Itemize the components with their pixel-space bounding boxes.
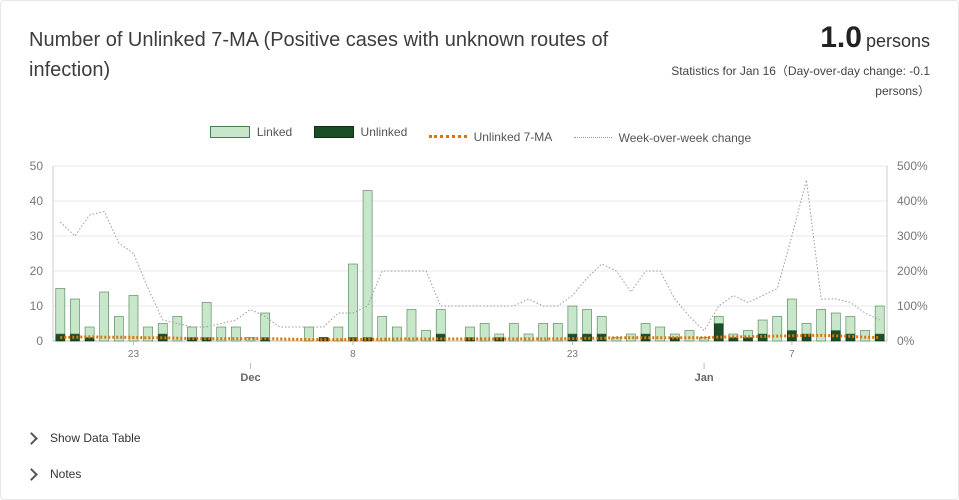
y-left-tick-label: 0 [36, 334, 43, 348]
bar-linked [743, 330, 753, 338]
y-right-tick-label: 100% [897, 299, 928, 313]
show-data-table-label: Show Data Table [50, 431, 141, 445]
legend-swatch-ma [428, 135, 467, 138]
bar-linked [509, 323, 519, 342]
bar-linked [670, 333, 680, 338]
legend-label-unlinked: Unlinked [360, 125, 408, 139]
bar-linked [772, 316, 783, 342]
y-right-tick-label: 300% [897, 229, 928, 243]
bar-linked [567, 305, 578, 335]
summary-value: 1.0 [820, 21, 862, 54]
legend-item-ma[interactable]: Unlinked 7-MA [428, 129, 553, 144]
y-left-tick-label: 40 [30, 194, 44, 208]
x-tick-label: 23 [567, 349, 579, 360]
legend-label-linked: Linked [256, 125, 293, 139]
bar-linked [128, 295, 139, 342]
month-label: Jan [695, 372, 714, 384]
bar-linked [157, 323, 168, 335]
ma-line [60, 333, 880, 342]
summary-panel: 1.0 persons Statistics for Jan 16（Day-ove… [630, 21, 930, 101]
legend-item-wow[interactable]: Week-over-week change [573, 130, 752, 145]
notes-toggle[interactable]: Notes [25, 467, 81, 481]
bar-linked [231, 326, 241, 342]
bar-linked [596, 316, 607, 335]
bar-linked [362, 190, 373, 338]
bar-linked [406, 309, 417, 342]
bar-linked [757, 319, 768, 335]
bar-linked [70, 298, 80, 335]
bar-linked [699, 337, 709, 342]
bar-linked [99, 291, 110, 342]
bar-linked [816, 309, 826, 342]
x-tick-label: 7 [789, 349, 795, 360]
bar-linked [216, 326, 227, 342]
bar-linked [582, 309, 592, 335]
bar-linked [465, 326, 475, 338]
bar-linked [713, 316, 724, 324]
legend-item-unlinked[interactable]: Unlinked [313, 125, 408, 139]
bar-linked [640, 323, 651, 335]
wow-line [59, 179, 880, 332]
bar-linked [626, 333, 636, 342]
y-left-tick-label: 50 [30, 159, 44, 173]
bar-linked [684, 330, 695, 342]
bar-linked [348, 263, 358, 338]
y-right-tick-label: 200% [897, 264, 928, 278]
notes-label: Notes [50, 467, 82, 481]
bar-linked [435, 309, 446, 335]
x-tick-label: 8 [350, 349, 356, 360]
legend-swatch-linked [209, 126, 250, 138]
bar-unlinked [494, 337, 505, 342]
y-right-tick-label: 0% [897, 334, 915, 348]
chevron-right-icon [25, 431, 38, 445]
legend-swatch-wow [573, 137, 612, 138]
legend-label-ma: Unlinked 7-MA [473, 129, 553, 144]
summary-unit: persons [865, 31, 930, 51]
bar-linked [333, 326, 344, 342]
bar-linked [201, 302, 212, 338]
chevron-right-icon [25, 467, 38, 481]
bar-unlinked [318, 337, 329, 342]
bar-linked [552, 323, 563, 342]
legend-item-linked[interactable]: Linked [209, 125, 293, 139]
bar-linked [172, 316, 183, 342]
bar-linked [494, 333, 505, 338]
chart-legend: Linked Unlinked Unlinked 7-MA Week-over-… [1, 125, 959, 145]
y-right-tick-label: 500% [897, 159, 928, 173]
bar-linked [479, 323, 490, 342]
bar-linked [787, 298, 797, 331]
bar-linked [421, 330, 431, 342]
summary-note: Statistics for Jan 16（Day-over-day chang… [671, 64, 930, 98]
y-left-tick-label: 30 [30, 229, 44, 243]
y-right-tick-label: 400% [897, 194, 928, 208]
bar-linked [392, 326, 402, 342]
bar-linked [845, 316, 856, 335]
y-left-tick-label: 10 [30, 299, 44, 313]
bar-linked [538, 323, 548, 342]
bar-linked [143, 326, 153, 342]
legend-swatch-unlinked [313, 126, 354, 138]
bar-linked [830, 312, 841, 331]
bar-linked [114, 316, 124, 342]
bar-linked [801, 323, 812, 335]
chart-title: Number of Unlinked 7-MA (Positive cases … [29, 29, 609, 81]
show-data-table-toggle[interactable]: Show Data Table [25, 431, 141, 445]
y-left-tick-label: 20 [30, 264, 44, 278]
month-label: Dec [240, 372, 260, 384]
x-tick-label: 23 [128, 349, 140, 360]
bar-linked [55, 288, 66, 335]
bar-linked [377, 316, 388, 342]
bar-linked [187, 326, 197, 338]
legend-label-wow: Week-over-week change [618, 130, 752, 145]
bar-linked [655, 326, 666, 342]
